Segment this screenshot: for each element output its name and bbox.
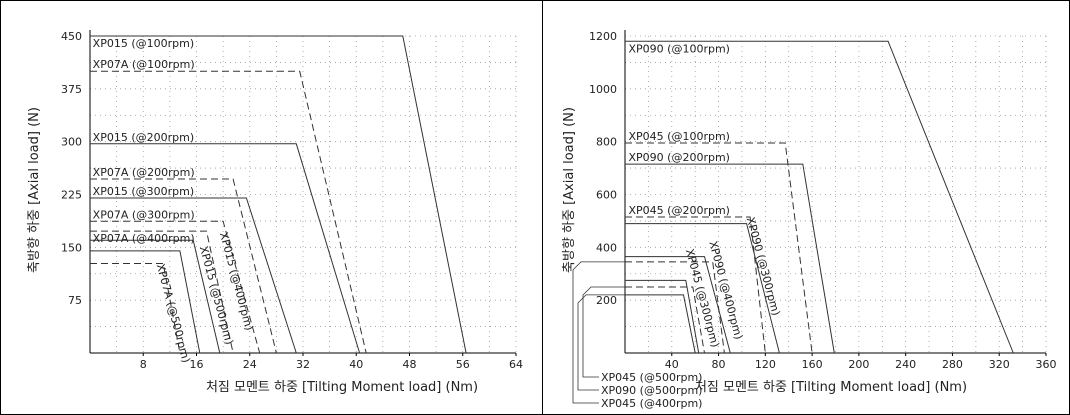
callout-xp045-400rpm: XP045 (@400rpm) xyxy=(572,261,702,410)
series-label: XP045 (@200rpm) xyxy=(629,204,730,217)
series-line-xp015-100rpm xyxy=(90,35,467,354)
y-tick-label: 225 xyxy=(61,189,82,202)
series-label: XP045 (@100rpm) xyxy=(629,130,730,143)
x-tick-label: 280 xyxy=(942,358,963,371)
series-line-xp07a-400rpm xyxy=(90,230,234,354)
left-y-axis-label: 축방향 하중 [Axial load] (N) xyxy=(27,107,42,273)
x-tick-label: 32 xyxy=(296,358,310,371)
y-tick-label: 450 xyxy=(61,30,82,43)
x-tick-label: 24 xyxy=(243,358,257,371)
series-line-xp045-400rpm xyxy=(625,261,725,354)
x-tick-label: 8 xyxy=(140,358,147,371)
series-line-xp045-500rpm xyxy=(625,286,705,354)
y-tick-label: 150 xyxy=(61,241,82,254)
x-tick-label: 80 xyxy=(712,358,726,371)
x-tick-label: 40 xyxy=(665,358,679,371)
x-tick-label: 320 xyxy=(989,358,1010,371)
series-line-xp015-400rpm xyxy=(90,239,221,354)
series-label: XP090 (@200rpm) xyxy=(629,151,730,164)
callout-leader xyxy=(572,261,625,404)
y-tick-label: 300 xyxy=(61,136,82,149)
series-label: XP015 (@100rpm) xyxy=(93,37,194,50)
series-label: XP07A (@400rpm) xyxy=(93,232,195,245)
x-tick-label: 64 xyxy=(509,358,523,371)
series-line-xp045-100rpm xyxy=(625,142,813,354)
series-line-xp045-200rpm xyxy=(625,216,766,354)
callout-label: XP045 (@500rpm) xyxy=(601,371,702,384)
callout-xp045-500rpm: XP045 (@500rpm) xyxy=(582,286,702,384)
x-tick-label: 48 xyxy=(403,358,417,371)
series-label: XP090 (@100rpm) xyxy=(629,42,730,55)
series-line-xp015-500rpm xyxy=(90,250,201,354)
y-tick-label: 1200 xyxy=(589,30,617,43)
x-tick-label: 56 xyxy=(456,358,470,371)
y-tick-label: 600 xyxy=(596,189,617,202)
series-line-xp015-200rpm xyxy=(90,143,361,354)
series-label: XP07A (@100rpm) xyxy=(93,58,195,71)
left-x-axis-label: 처짐 모멘트 하중 [Tilting Moment load] (Nm) xyxy=(206,380,478,395)
callout-leader xyxy=(582,286,625,378)
callout-label: XP090 (@500rpm) xyxy=(601,384,702,397)
series-label: XP015 (@300rpm) xyxy=(93,185,194,198)
series-line-xp090-100rpm xyxy=(625,40,1014,354)
x-tick-label: 200 xyxy=(848,358,869,371)
series-label: XP07A (@300rpm) xyxy=(93,208,195,221)
series-line-xp090-300rpm xyxy=(625,223,780,354)
series-label: XP015 (@200rpm) xyxy=(93,131,194,144)
right-x-axis-label: 처짐 모멘트 하중 [Tilting Moment load] (Nm) xyxy=(695,380,967,395)
series-line-xp07a-100rpm xyxy=(90,70,367,354)
y-tick-label: 75 xyxy=(68,294,82,307)
x-tick-label: 120 xyxy=(755,358,776,371)
y-tick-label: 200 xyxy=(596,294,617,307)
y-tick-label: 400 xyxy=(596,241,617,254)
series-line-xp07a-500rpm xyxy=(90,263,181,354)
series-line-xp090-500rpm xyxy=(625,294,696,354)
series-line-xp045-300rpm xyxy=(625,279,700,354)
x-tick-label: 160 xyxy=(802,358,823,371)
x-tick-label: 360 xyxy=(1036,358,1057,371)
y-tick-label: 375 xyxy=(61,83,82,96)
series-line-xp090-400rpm xyxy=(625,256,731,354)
y-tick-label: 1000 xyxy=(589,83,617,96)
grid xyxy=(625,35,1047,353)
series-line-xp07a-300rpm xyxy=(90,220,261,354)
x-tick-label: 240 xyxy=(895,358,916,371)
callout-label: XP045 (@400rpm) xyxy=(601,397,702,410)
y-tick-label: 800 xyxy=(596,136,617,149)
series-label: XP07A (@200rpm) xyxy=(93,166,195,179)
callout-xp090-500rpm: XP090 (@500rpm) xyxy=(577,294,702,397)
callout-leader xyxy=(577,294,625,391)
series-line-xp07a-200rpm xyxy=(90,178,277,354)
right-y-axis-label: 축방향 하중 [Axial load] (N) xyxy=(562,107,577,273)
x-tick-label: 40 xyxy=(349,358,363,371)
x-tick-label: 16 xyxy=(190,358,204,371)
series-line-xp015-300rpm xyxy=(90,197,297,354)
series-line-xp090-200rpm xyxy=(625,163,835,354)
